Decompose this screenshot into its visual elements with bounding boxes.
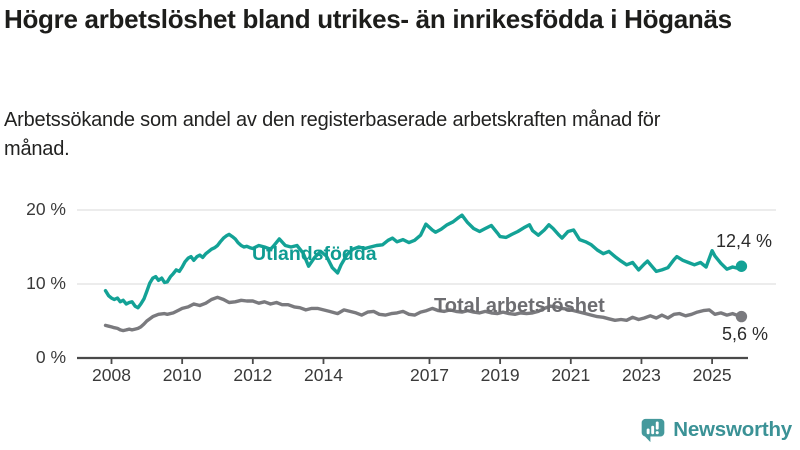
newsworthy-wordmark: Newsworthy xyxy=(673,418,792,441)
x-tick-label: 2008 xyxy=(92,365,131,385)
y-tick-label: 20 % xyxy=(26,199,66,219)
x-tick-label: 2014 xyxy=(304,365,343,385)
end-value-label-total-arbetsloshet: 5,6 % xyxy=(721,324,768,344)
page-title: Högre arbetslöshet bland utrikes- än inr… xyxy=(4,4,732,34)
x-tick-label: 2017 xyxy=(410,365,449,385)
chart-subtitle: Arbetssökande som andel av den registerb… xyxy=(4,109,661,160)
newsworthy-logo: Newsworthy xyxy=(640,417,792,443)
bar-chart-speech-bubble-icon xyxy=(641,418,665,443)
x-tick-label: 2019 xyxy=(480,365,520,385)
x-tick-label: 2021 xyxy=(551,365,591,385)
x-tick-label: 2012 xyxy=(233,365,273,385)
y-tick-label: 10 % xyxy=(26,273,66,293)
series-label-total-arbetsloshet: Total arbetslöshet xyxy=(434,295,605,317)
x-tick-label: 2023 xyxy=(621,365,661,385)
series-label-utlandsfodda: Utlandsfödda xyxy=(252,243,377,265)
series-line-total-arbetsl-shet xyxy=(103,295,744,333)
series-line-utlandsf-dda xyxy=(103,213,744,310)
end-value-label-utlandsfodda: 12,4 % xyxy=(715,231,772,251)
y-tick-label: 0 % xyxy=(35,347,66,367)
x-tick-label: 2010 xyxy=(162,365,202,385)
end-dot-utlandsf-dda xyxy=(735,260,748,272)
x-tick-label: 2025 xyxy=(692,365,732,385)
end-dot-total-arbetsl-shet xyxy=(735,310,748,323)
